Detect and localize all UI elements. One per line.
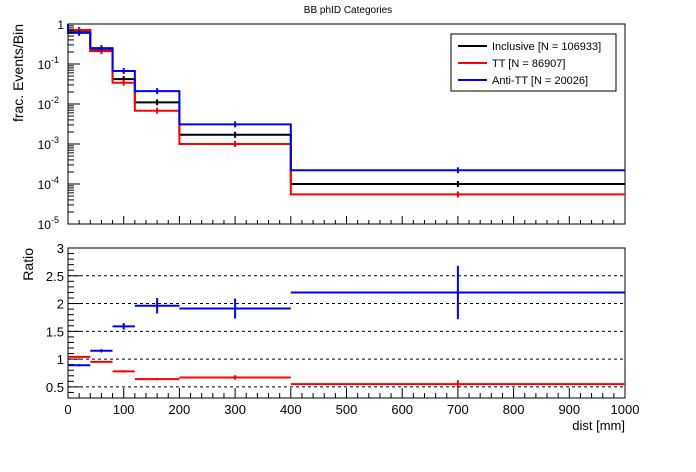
chart-title: BB phID Categories (304, 5, 392, 16)
x-axis-label: dist [mm] (572, 418, 625, 433)
y-tick-exponent: -4 (51, 175, 59, 185)
y-tick-base: 10 (38, 58, 52, 72)
ratio-y-tick-label: 1 (57, 352, 64, 367)
legend-label-0: Inclusive [N = 106933] (492, 41, 601, 53)
x-tick-label: 0 (64, 402, 71, 417)
ratio-plot-frame (67, 247, 626, 399)
y-tick-exponent: -1 (51, 55, 59, 65)
top-y-tick-label: 10-1 (38, 55, 59, 72)
y-tick-base: 10 (38, 98, 52, 112)
y-tick-exponent: -3 (51, 135, 59, 145)
top-y-tick-label: 10-2 (38, 95, 59, 112)
ratio-y-axis-label: Ratio (20, 248, 36, 281)
y-tick-exponent: -2 (51, 95, 59, 105)
legend-label-1: TT [N = 86907] (492, 58, 565, 70)
y-tick-base: 10 (38, 218, 52, 232)
x-tick-label: 800 (503, 402, 525, 417)
y-tick-base: 10 (38, 178, 52, 192)
y-tick-base: 10 (38, 138, 52, 152)
x-tick-label: 1000 (611, 402, 640, 417)
x-tick-label: 400 (280, 402, 302, 417)
x-tick-label: 700 (447, 402, 469, 417)
top-y-tick-label: 10-5 (38, 215, 59, 232)
top-y-tick-label: 1 (57, 18, 64, 32)
y-tick-base: 1 (57, 18, 64, 32)
x-tick-label: 300 (224, 402, 246, 417)
y-tick-exponent: -5 (51, 215, 59, 225)
x-tick-label: 900 (558, 402, 580, 417)
x-tick-label: 200 (169, 402, 191, 417)
top-y-tick-label: 10-3 (38, 135, 59, 152)
ratio-y-tick-label: 0.5 (46, 380, 64, 395)
x-tick-label: 100 (113, 402, 135, 417)
ratio-y-tick-label: 2 (57, 297, 64, 312)
x-tick-label: 500 (336, 402, 358, 417)
legend-label-2: Anti-TT [N = 20026] (492, 75, 588, 87)
series-2-histogram (67, 24, 625, 172)
top-y-tick-label: 10-4 (38, 175, 59, 192)
x-tick-label: 600 (391, 402, 413, 417)
top-y-axis-label: frac. Events/Bin (10, 24, 26, 122)
ratio-y-tick-label: 2.5 (46, 269, 64, 284)
ratio-y-tick-label: 3 (57, 241, 64, 256)
ratio-y-tick-label: 1.5 (46, 324, 64, 339)
